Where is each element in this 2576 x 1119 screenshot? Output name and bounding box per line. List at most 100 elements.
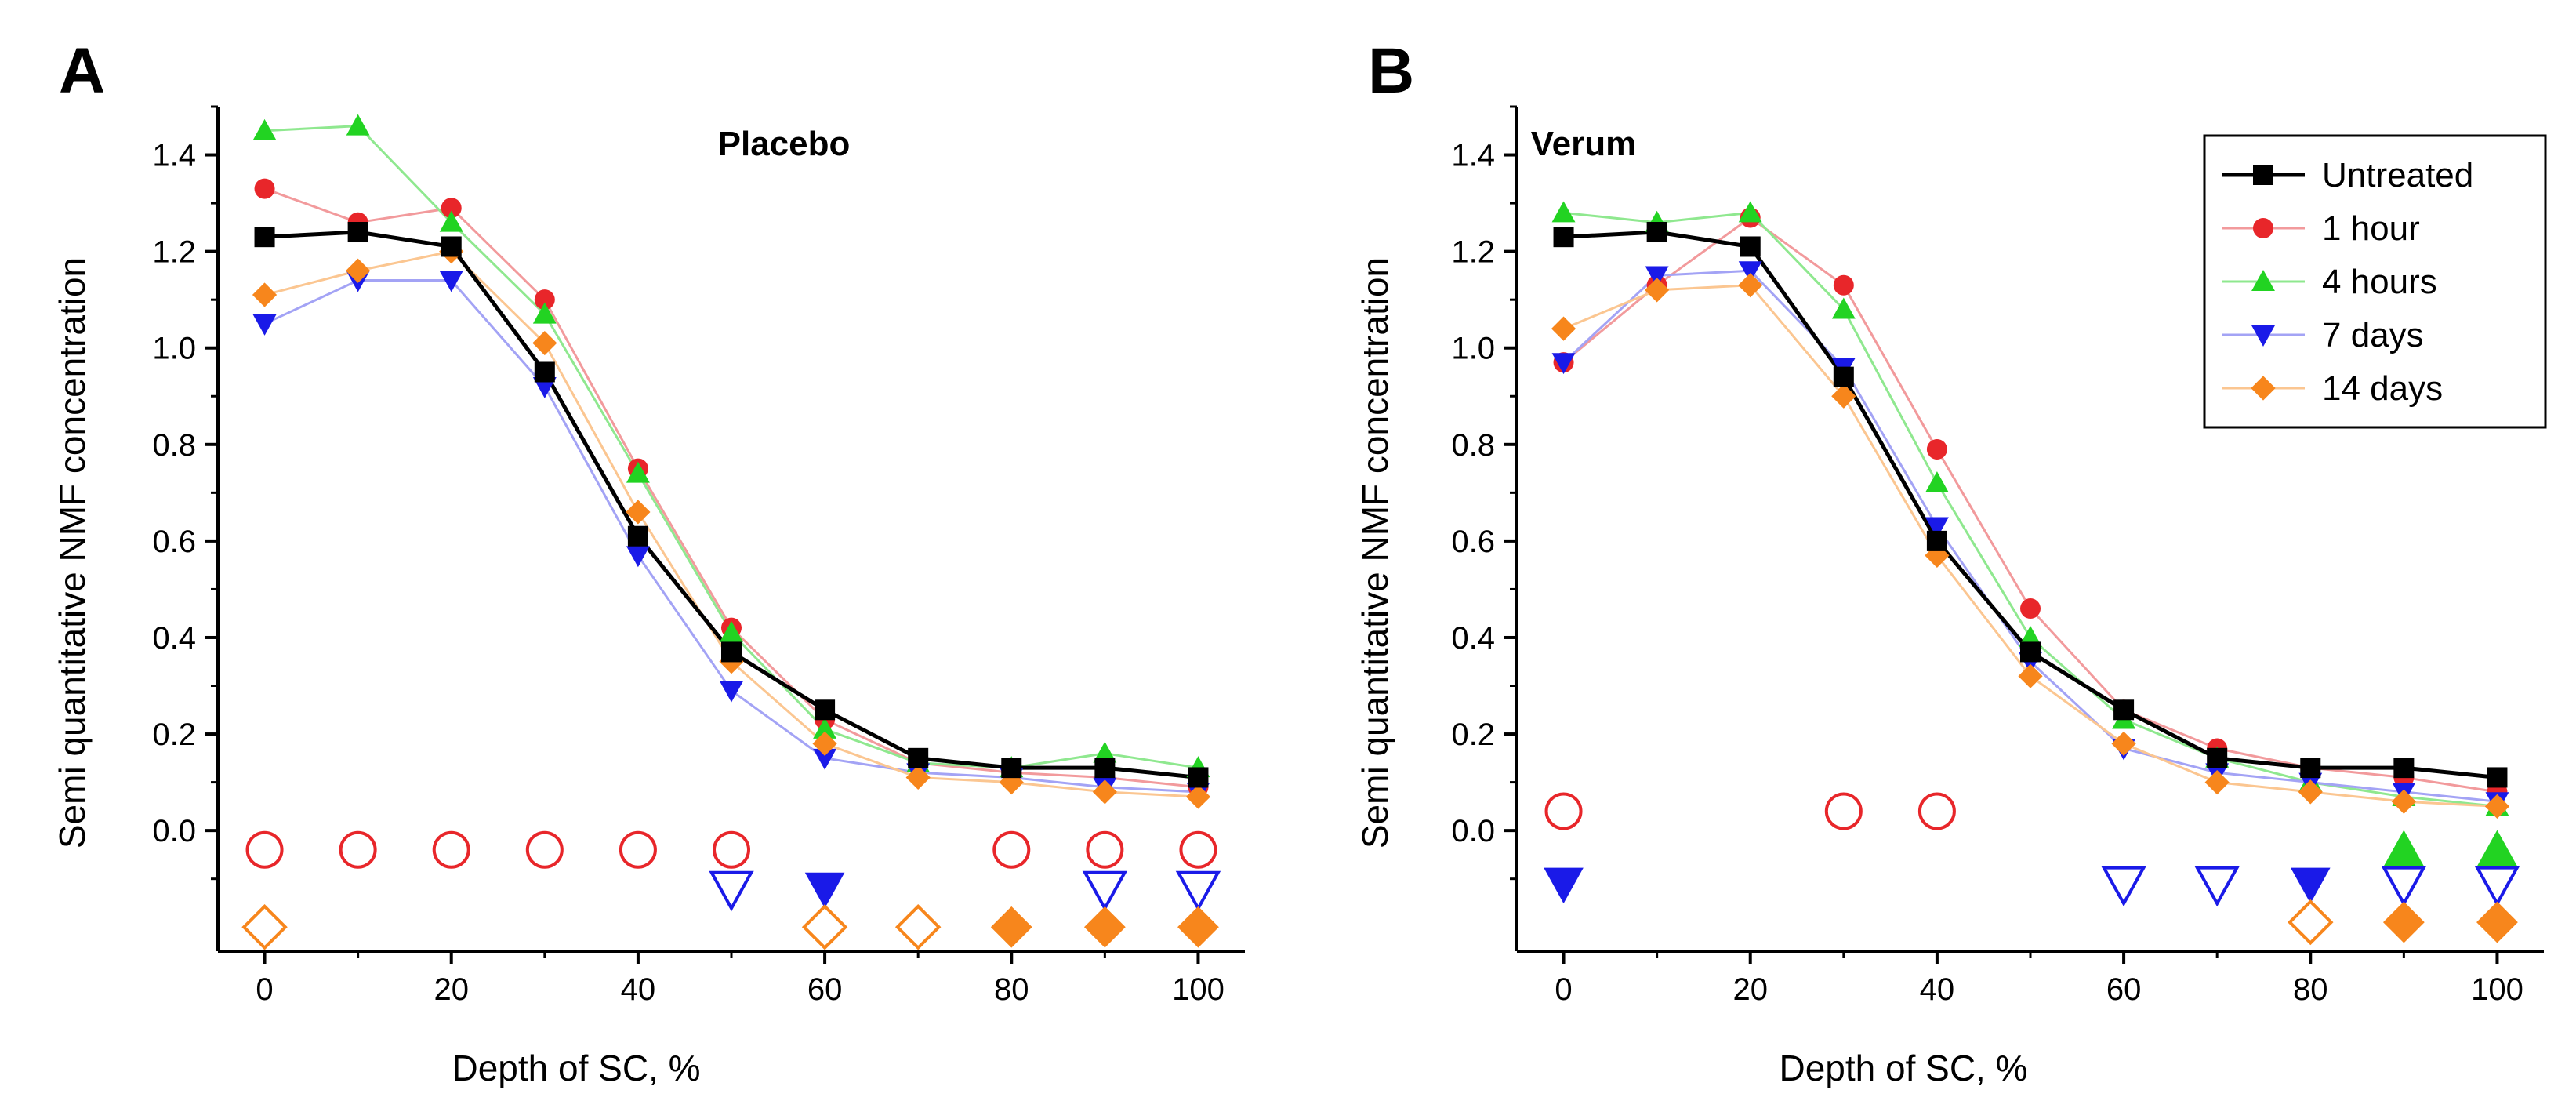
y-tick-label-p0-0: 0.0 [152, 814, 196, 848]
data-point-untreated-p1-x100 [2487, 767, 2508, 788]
significance-marker-1h-p0-x80 [992, 830, 1031, 869]
series-line-7d-p0 [263, 279, 1199, 794]
significance-marker-1h-p1-x30 [1824, 792, 1863, 830]
data-point-untreated-p1-x20 [1740, 236, 1761, 257]
y-tick-label-p0-2: 0.4 [152, 621, 196, 656]
data-point-1h-p0-x30 [534, 289, 555, 311]
y-tick-label-p1-7: 1.4 [1451, 139, 1495, 173]
y-axis-label-b: Semi quantitative NMF concentration [1355, 257, 1395, 848]
y-tick-label-p1-2: 0.4 [1451, 621, 1495, 656]
significance-marker-1h-p0-x100 [1179, 830, 1217, 869]
y-tick-label-p0-4: 0.8 [152, 428, 196, 463]
data-point-untreated-p0-x70 [908, 747, 929, 768]
y-axis-label-a: Semi quantitative NMF concentration [52, 257, 93, 848]
data-point-14d-p0-x40 [626, 500, 651, 525]
data-point-14d-p1-x10 [1645, 278, 1670, 303]
data-point-4h-p0-x40 [626, 461, 650, 483]
data-point-4h-p0-x10 [346, 114, 370, 136]
data-point-14d-p0-x60 [812, 731, 837, 756]
data-point-untreated-p0-x0 [254, 227, 275, 248]
data-point-untreated-p0-x40 [627, 525, 648, 547]
data-point-14d-p1-x100 [2484, 794, 2510, 819]
x-tick-label-p1-3: 60 [2106, 972, 2142, 1007]
data-point-untreated-p1-x10 [1646, 222, 1667, 243]
significance-marker-7d-p1-x70 [2194, 866, 2240, 907]
x-axis-label-a: Depth of SC, % [452, 1048, 700, 1088]
legend-marker-4-hours [2251, 270, 2275, 291]
data-point-4h-p0-x0 [252, 118, 277, 140]
y-tick-label-p0-6: 1.2 [152, 235, 196, 270]
data-point-1h-p0-x0 [254, 178, 275, 199]
significance-marker-14d-p0-x90 [1083, 906, 1126, 948]
legend-label-7-days: 7 days [2322, 316, 2424, 354]
data-point-7d-p1-x0 [1551, 353, 1576, 375]
data-point-4h-p1-x0 [1551, 201, 1576, 223]
significance-marker-1h-p0-x90 [1086, 830, 1124, 869]
data-point-14d-p0-x30 [532, 330, 557, 356]
data-point-4h-p0-x20 [439, 210, 463, 232]
data-point-4h-p0-x90 [1093, 741, 1117, 763]
significance-marker-1h-p1-x40 [1917, 792, 1956, 830]
y-tick-label-p1-1: 0.2 [1451, 718, 1495, 752]
legend-p1: Untreated 1 hour 4 hours 7 days 14 days [2203, 134, 2547, 429]
data-point-1h-p1-x40 [1926, 438, 1947, 460]
data-point-14d-p1-x90 [2391, 789, 2416, 814]
significance-marker-14d-p0-x100 [1177, 906, 1219, 948]
significance-marker-4h-p1-x100 [2477, 830, 2517, 866]
significance-marker-14d-p0-x70 [894, 904, 942, 950]
significance-marker-1h-p0-x10 [339, 830, 377, 869]
y-tick-label-p1-6: 1.2 [1451, 235, 1495, 270]
significance-marker-14d-p0-x0 [241, 904, 288, 950]
data-point-7d-p1-x40 [1925, 517, 1949, 539]
data-point-untreated-p1-x90 [2393, 758, 2415, 779]
y-tick-label-p0-7: 1.4 [152, 139, 196, 173]
data-point-14d-p1-x20 [1738, 273, 1763, 298]
significance-marker-4h-p1-x90 [2384, 830, 2424, 866]
significance-marker-7d-p1-x90 [2381, 866, 2427, 907]
significance-marker-1h-p0-x50 [713, 830, 750, 869]
data-point-4h-p1-x40 [1925, 471, 1949, 492]
legend-label-4-hours: 4 hours [2322, 263, 2437, 301]
significance-marker-14d-p1-x100 [2476, 901, 2518, 943]
x-tick-label-p0-4: 80 [994, 972, 1029, 1007]
data-point-14d-p0-x10 [346, 258, 371, 283]
data-point-7d-p0-x40 [626, 546, 650, 568]
legend-label-14-days: 14 days [2322, 369, 2443, 408]
data-point-14d-p1-x70 [2204, 770, 2230, 795]
data-point-untreated-p1-x80 [2300, 758, 2321, 779]
significance-marker-7d-p0-x50 [709, 870, 754, 912]
data-point-untreated-p0-x10 [347, 222, 368, 243]
data-point-untreated-p1-x40 [1926, 530, 1947, 551]
plot-area-b: 0.0 0.2 0.4 0.6 0.8 1.0 1.2 1.4 0 20 40 60 80 100 Untr… [1451, 105, 2547, 1007]
data-point-7d-p0-x60 [813, 748, 837, 770]
data-point-untreated-p1-x70 [2207, 747, 2228, 768]
significance-marker-7d-p0-x100 [1175, 870, 1221, 912]
data-point-7d-p0-x20 [439, 271, 463, 292]
significance-marker-14d-p1-x90 [2382, 901, 2425, 943]
data-point-untreated-p0-x50 [721, 641, 742, 663]
data-point-14d-p0-x90 [1092, 779, 1117, 805]
legend-marker-1-hour [2253, 218, 2273, 238]
x-tick-label-p1-0: 0 [1555, 972, 1572, 1007]
panel-title-placebo: Placebo [718, 125, 851, 163]
data-point-14d-p0-x70 [905, 765, 931, 790]
significance-marker-7d-p1-x60 [2101, 866, 2146, 907]
legend-label-untreated: Untreated [2322, 156, 2473, 194]
data-point-4h-p1-x20 [1738, 201, 1762, 223]
plot-area-a: 0.0 0.2 0.4 0.6 0.8 1.0 1.2 1.4 0 20 40 60 80 100 [152, 105, 1245, 1007]
data-point-1h-p0-x20 [441, 198, 462, 219]
data-point-1h-p1-x50 [2020, 598, 2041, 619]
data-point-14d-p0-x0 [252, 282, 278, 307]
data-point-untreated-p1-x0 [1553, 227, 1574, 248]
data-point-14d-p1-x80 [2298, 779, 2323, 805]
panel-title-verum: Verum [1531, 125, 1637, 163]
significance-marker-14d-p0-x80 [990, 906, 1032, 948]
data-point-4h-p0-x60 [813, 717, 837, 739]
x-axis-label-b: Depth of SC, % [1779, 1048, 2027, 1088]
series-line-14d-p0 [264, 250, 1199, 798]
data-point-14d-p1-x0 [1551, 316, 1576, 341]
significance-marker-1h-p0-x20 [432, 830, 470, 869]
significance-marker-7d-p1-x100 [2474, 866, 2520, 907]
significance-marker-7d-p0-x90 [1082, 870, 1128, 912]
